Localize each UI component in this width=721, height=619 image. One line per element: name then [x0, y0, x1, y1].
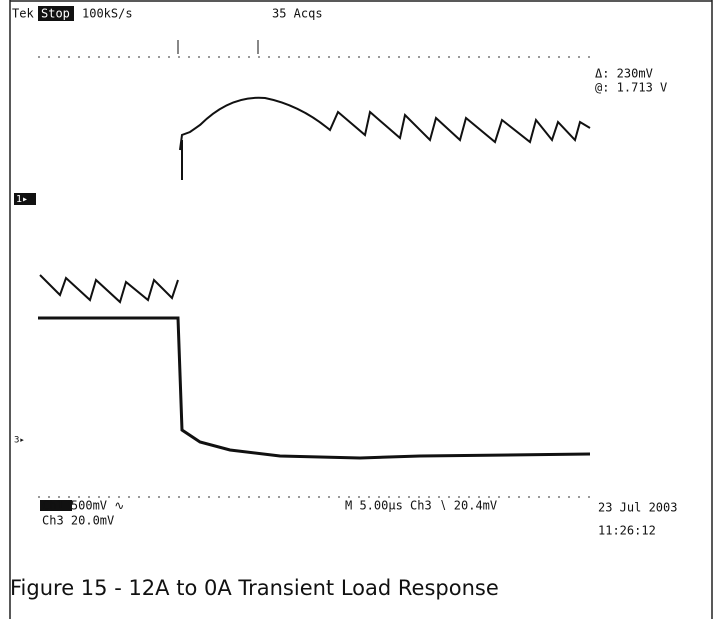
- brand: Tek: [12, 7, 34, 21]
- caption: Figure 15 - 12A to 0A Transient Load Res…: [10, 576, 499, 600]
- footer-timebase: M 5.00µs Ch3 ∖ 20.4mV: [345, 499, 497, 513]
- state: Stop: [41, 7, 70, 21]
- footer-time: 11:26:12: [598, 524, 656, 538]
- ch1-marker: 1▸: [16, 194, 28, 205]
- state-badge: [38, 6, 74, 21]
- footer-ch1: Ch1 500mV ∿: [42, 499, 124, 513]
- ch1-trace: [179, 96, 591, 151]
- footer-ch3: Ch3 20.0mV: [42, 514, 114, 528]
- ch3-marker: 3▸: [14, 436, 25, 446]
- footer-date: 23 Jul 2003: [598, 501, 677, 515]
- ch3-trace: [38, 316, 591, 460]
- acquisitions: 35 Acqs: [272, 7, 323, 21]
- cursor-at: @: 1.713 V: [595, 81, 667, 95]
- ripple-trace: [39, 274, 179, 304]
- sample-rate: 100kS/s: [82, 7, 133, 21]
- ch1-marker-badge: [14, 193, 36, 205]
- ch1-footer-badge: [40, 500, 72, 511]
- cursor-delta: Δ: 230mV: [595, 67, 653, 81]
